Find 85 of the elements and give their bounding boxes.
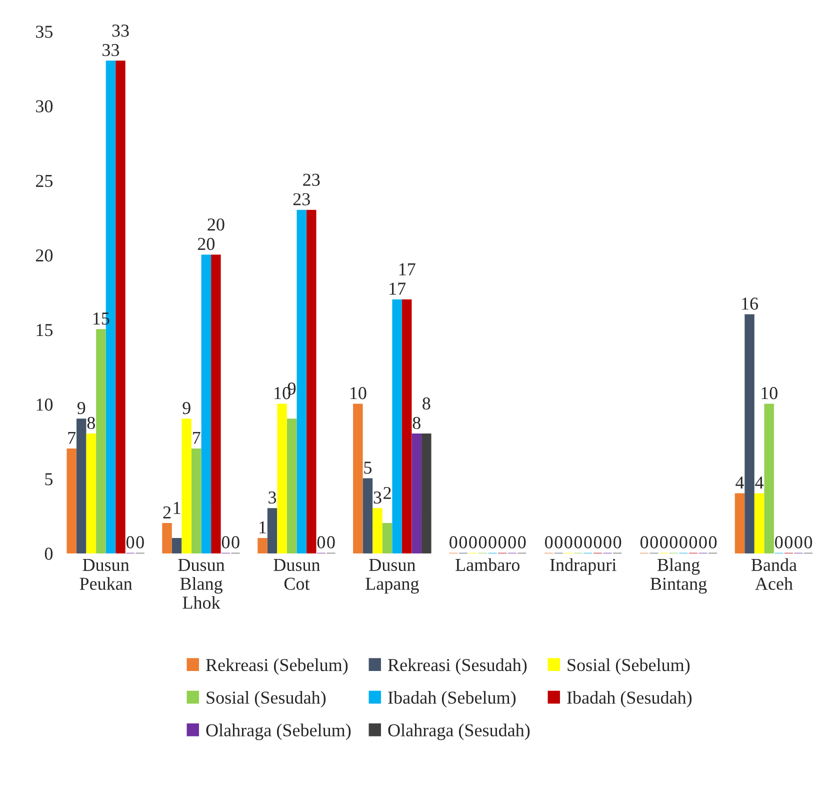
data-label: 0: [564, 536, 572, 548]
data-label: 0: [126, 536, 134, 548]
data-label: 1: [260, 521, 266, 534]
x-tick-label: Dusun Peukan: [80, 558, 132, 590]
legend-label: Sosial (Sebelum): [568, 658, 690, 675]
data-label: 9: [182, 402, 190, 414]
data-label: 0: [640, 536, 648, 548]
data-label: 7: [193, 432, 200, 444]
legend-label: Rekreasi (Sesudah): [388, 658, 527, 675]
x-tick-label: Dusun Blang Lhok: [178, 558, 225, 609]
data-label: 20: [198, 238, 215, 250]
data-label: 4: [755, 476, 764, 489]
data-label: 33: [102, 44, 120, 56]
data-label: 0: [689, 536, 698, 548]
data-label: 9: [77, 402, 86, 414]
data-label: 0: [784, 536, 792, 548]
data-label: 0: [670, 536, 678, 548]
data-label: 0: [232, 536, 240, 548]
data-label: 2: [384, 486, 391, 499]
x-tick-label: Indrapuri: [550, 558, 616, 575]
data-label: 23: [293, 193, 310, 206]
data-label: 0: [650, 536, 658, 548]
data-label: 23: [303, 174, 320, 186]
data-label: 1: [174, 502, 180, 514]
data-label: 17: [390, 282, 406, 295]
data-label: 3: [374, 491, 382, 504]
y-tick-label: 5: [45, 473, 53, 486]
data-label: 0: [613, 536, 622, 548]
legend-label: Olahraga (Sesudah): [388, 724, 530, 740]
data-label: 0: [574, 536, 582, 548]
data-label: 17: [399, 263, 416, 276]
data-label: 0: [222, 536, 230, 548]
data-label: 0: [775, 536, 783, 548]
data-label: 0: [545, 536, 553, 548]
y-tick-label: 20: [36, 249, 53, 262]
data-label: 8: [422, 397, 430, 410]
x-tick-label: Banda Aceh: [751, 558, 797, 590]
data-label: 0: [450, 536, 458, 548]
x-tick-label: Blang Bintang: [650, 558, 707, 594]
data-label: 0: [699, 536, 707, 548]
data-label: 20: [208, 218, 224, 231]
data-label: 0: [794, 536, 802, 548]
y-tick-label: 0: [44, 548, 53, 560]
y-tick-label: 10: [36, 398, 53, 411]
data-label: 5: [364, 462, 372, 474]
data-label: 10: [350, 387, 366, 400]
data-label: 0: [708, 536, 717, 548]
legend-label: Ibadah (Sebelum): [388, 691, 516, 708]
data-label: 0: [804, 536, 812, 548]
data-label: 8: [412, 416, 420, 430]
data-label: 7: [68, 432, 76, 444]
x-tick-label: Lambaro: [456, 558, 520, 571]
data-label: 0: [604, 536, 612, 548]
data-label: 0: [459, 536, 467, 548]
data-label: 0: [508, 536, 516, 548]
legend-label: Olahraga (Sebelum): [206, 724, 351, 740]
legend-label: Sosial (Sesudah): [206, 691, 326, 708]
data-label: 16: [742, 298, 758, 310]
data-label: 2: [163, 506, 171, 518]
data-label: 3: [268, 491, 276, 504]
data-label: 0: [478, 536, 487, 548]
data-label: 8: [87, 416, 95, 430]
data-label: 0: [498, 536, 506, 548]
data-label: 0: [488, 536, 496, 548]
data-label: 33: [112, 24, 129, 37]
x-tick-label: Dusun Lapang: [366, 558, 419, 594]
data-label: 4: [736, 476, 744, 489]
data-label: 0: [660, 536, 668, 548]
data-label: 0: [518, 536, 526, 548]
data-label: 10: [762, 387, 778, 400]
data-label: 0: [680, 536, 688, 548]
x-tick-label: Dusun Cot: [274, 558, 320, 590]
legend-label: Rekreasi (Sebelum): [206, 658, 348, 675]
data-label: 0: [469, 536, 477, 548]
data-label: 0: [594, 536, 602, 548]
y-tick-label: 25: [36, 174, 53, 187]
data-label: 0: [584, 536, 592, 548]
data-label: 0: [554, 536, 562, 548]
data-label: 0: [327, 536, 335, 548]
data-label: 0: [136, 536, 144, 548]
y-tick-label: 15: [36, 324, 53, 336]
data-label: 0: [317, 536, 326, 548]
y-tick-label: 30: [36, 100, 53, 112]
y-tick-label: 35: [36, 26, 53, 38]
legend-label: Ibadah (Sesudah): [567, 691, 692, 708]
